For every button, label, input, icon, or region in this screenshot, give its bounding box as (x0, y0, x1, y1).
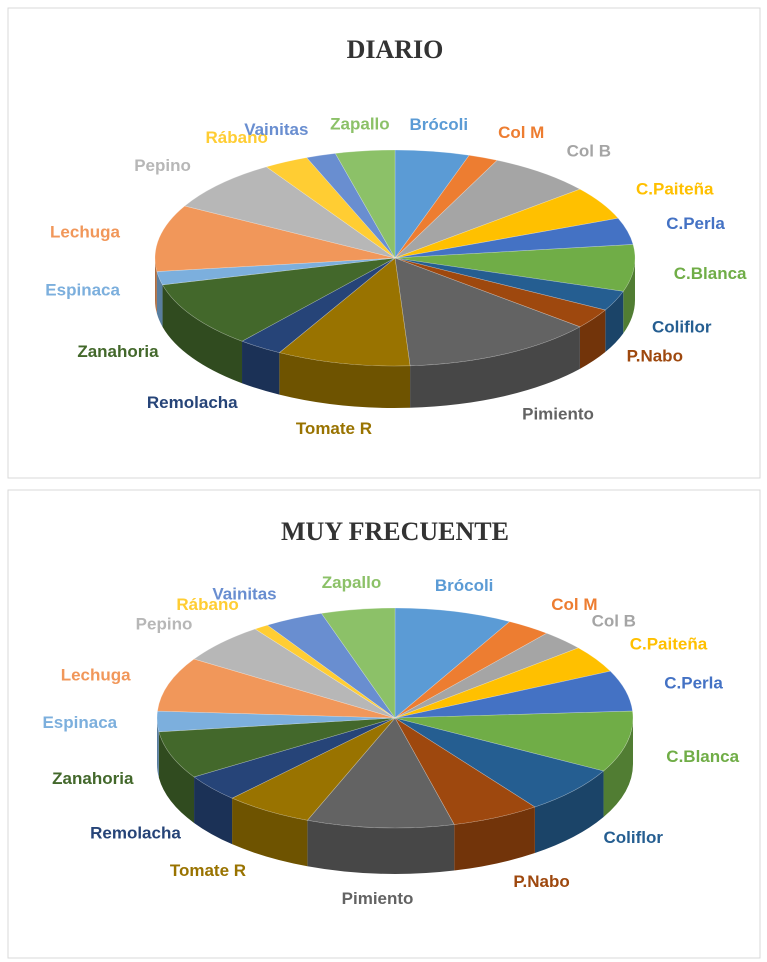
slice-side (410, 326, 580, 408)
slice-side (605, 291, 624, 353)
slice (394, 154, 498, 259)
slice (394, 149, 470, 259)
slice (394, 257, 581, 367)
slice-label: C.Paiteña (636, 179, 714, 198)
slice-label: C.Paiteña (630, 635, 708, 654)
slice-side (279, 352, 411, 408)
slice-label: Pimiento (342, 889, 414, 908)
slice-side (155, 258, 157, 314)
slice-label: Remolacha (147, 393, 238, 412)
slice (394, 257, 624, 311)
slice (158, 717, 396, 778)
slice (184, 166, 396, 259)
slice-side (307, 820, 455, 874)
slice (193, 717, 396, 799)
chart-title: MUY FRECUENTE (281, 517, 509, 546)
slice (156, 710, 396, 733)
slice-label: Vainitas (244, 120, 308, 139)
slice (394, 159, 581, 259)
slice-label: Brócoli (435, 576, 494, 595)
slice-label: Tomate R (170, 861, 246, 880)
slice-side (603, 718, 633, 817)
slice (154, 205, 396, 272)
slice-label: Col B (567, 142, 611, 161)
slice (306, 717, 455, 829)
slice-label: Lechuga (50, 222, 120, 241)
slice-label: Zapallo (330, 115, 390, 134)
slice-label: Zanahoria (52, 769, 134, 788)
slice-label: Tomate R (296, 419, 372, 438)
slice-label: Col M (551, 595, 597, 614)
slice (394, 710, 634, 772)
slice-side (156, 271, 163, 327)
slice (306, 153, 396, 259)
slice-side (454, 806, 535, 871)
slice (394, 717, 605, 808)
slice (394, 244, 636, 292)
slice (394, 647, 611, 719)
slice-side (534, 770, 604, 853)
slice (254, 624, 396, 719)
slice-label: Brócoli (410, 115, 469, 134)
slice (394, 217, 634, 259)
slice (278, 257, 411, 367)
slice (157, 658, 396, 719)
slice-side (162, 284, 243, 384)
slice (266, 613, 396, 719)
slice-label: Pepino (134, 156, 191, 175)
slice-label: C.Blanca (666, 747, 739, 766)
slice-label: C.Perla (666, 214, 725, 233)
slice-label: C.Perla (664, 674, 723, 693)
slice (394, 621, 548, 719)
slice (320, 607, 396, 719)
slice-label: Lechuga (61, 665, 131, 684)
slice (162, 257, 396, 342)
slice (265, 157, 396, 259)
slice-label: P.Nabo (513, 872, 569, 891)
slice (394, 257, 606, 328)
slice-label: Remolacha (90, 823, 181, 842)
slice (394, 670, 633, 719)
slice (394, 607, 511, 719)
slice-label: Pepino (136, 614, 193, 633)
slice-label: Espinaca (42, 713, 117, 732)
slice-label: Rábano (206, 128, 268, 147)
slice (241, 257, 396, 353)
slice (193, 628, 396, 719)
slice-label: Zapallo (322, 573, 382, 592)
slice-label: Coliflor (652, 317, 712, 336)
slice-label: Rábano (176, 595, 238, 614)
slice (394, 632, 580, 719)
slice-side (194, 776, 233, 845)
slice (156, 257, 396, 286)
slice-label: C.Blanca (674, 264, 747, 283)
slice (334, 149, 396, 260)
slice-label: Vainitas (212, 584, 276, 603)
slice-label: Pimiento (522, 404, 594, 423)
slice (394, 717, 536, 825)
slice-label: Coliflor (604, 828, 664, 847)
slice-side (623, 258, 635, 334)
slice-side (232, 798, 308, 867)
slice (394, 188, 619, 259)
chart-title: DIARIO (347, 35, 444, 64)
slice-label: P.Nabo (627, 346, 683, 365)
slice-label: Col B (592, 611, 636, 630)
slice-side (157, 718, 159, 778)
slice (231, 717, 396, 821)
slice-side (158, 731, 195, 823)
slice-side (242, 341, 280, 395)
slice-label: Zanahoria (77, 342, 159, 361)
slice-label: Col M (498, 123, 544, 142)
slice-label: Espinaca (45, 280, 120, 299)
slice-side (579, 310, 606, 369)
